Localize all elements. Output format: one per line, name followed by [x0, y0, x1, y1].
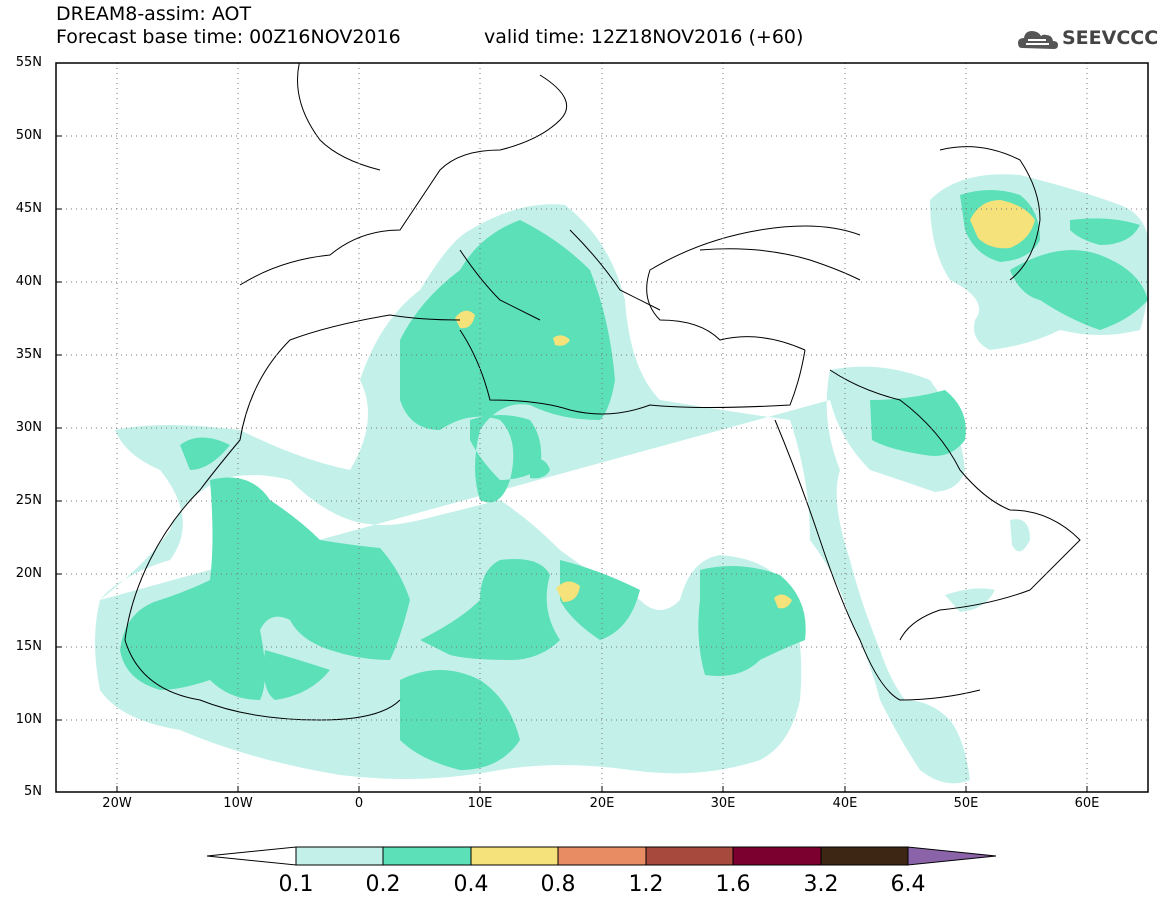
lat-label-40n: 40N: [15, 274, 42, 289]
cloud-logo-icon: [1018, 31, 1058, 49]
lon-label-10w: 10W: [223, 796, 253, 811]
graticule: [56, 63, 1148, 792]
lon-label-20w: 20W: [102, 796, 132, 811]
lat-label-25n: 25N: [15, 493, 42, 508]
colorbar-box-2: [382, 846, 472, 866]
colorbar-box-4: [557, 846, 647, 866]
lon-label-60e: 60E: [1074, 796, 1100, 811]
lat-label-35n: 35N: [15, 347, 42, 362]
lat-label-55n: 55N: [15, 55, 42, 70]
colorbar-label-6.4: 6.4: [890, 872, 926, 897]
lat-label-15n: 15N: [15, 639, 42, 654]
colorbar-label-0.1: 0.1: [278, 872, 314, 897]
logo-text: SEEVCCC: [1062, 27, 1159, 49]
colorbar-box-7: [820, 846, 909, 866]
lon-label-20e: 20E: [589, 796, 615, 811]
colorbar-label-0.2: 0.2: [365, 872, 401, 897]
colorbar-label-0.4: 0.4: [453, 872, 489, 897]
lon-label-10e: 10E: [467, 796, 493, 811]
colorbar-box-6: [732, 846, 822, 866]
colorbar: [206, 846, 997, 866]
colorbar-label-3.2: 3.2: [803, 872, 839, 897]
lon-label-0: 0: [354, 796, 364, 811]
map-title: DREAM8-assim: AOT: [56, 3, 252, 25]
base-time-label: Forecast base time: 00Z16NOV2016: [56, 26, 401, 48]
colorbar-box-1: [295, 846, 384, 866]
axis-ticks: [56, 135, 1088, 792]
colorbar-box-3: [470, 846, 559, 866]
coastlines: [124, 63, 1081, 721]
aot-contours: [95, 174, 1148, 784]
lat-label-30n: 30N: [15, 420, 42, 435]
valid-time-label: valid time: 12Z18NOV2016 (+60): [484, 26, 804, 48]
lon-label-40e: 40E: [832, 796, 858, 811]
colorbar-under-arrow: [206, 846, 297, 866]
lat-label-50n: 50N: [15, 128, 42, 143]
colorbar-label-1.2: 1.2: [628, 872, 664, 897]
lon-label-50e: 50E: [953, 796, 979, 811]
lat-label-10n: 10N: [15, 712, 42, 727]
lat-label-45n: 45N: [15, 201, 42, 216]
lat-label-5n: 5N: [24, 784, 42, 799]
colorbar-over-arrow: [907, 846, 997, 866]
colorbar-label-1.6: 1.6: [715, 872, 751, 897]
lon-label-30e: 30E: [710, 796, 736, 811]
aot-level-0.2: [120, 190, 1148, 770]
colorbar-label-0.8: 0.8: [540, 872, 576, 897]
colorbar-box-5: [645, 846, 734, 866]
lat-label-20n: 20N: [15, 566, 42, 581]
